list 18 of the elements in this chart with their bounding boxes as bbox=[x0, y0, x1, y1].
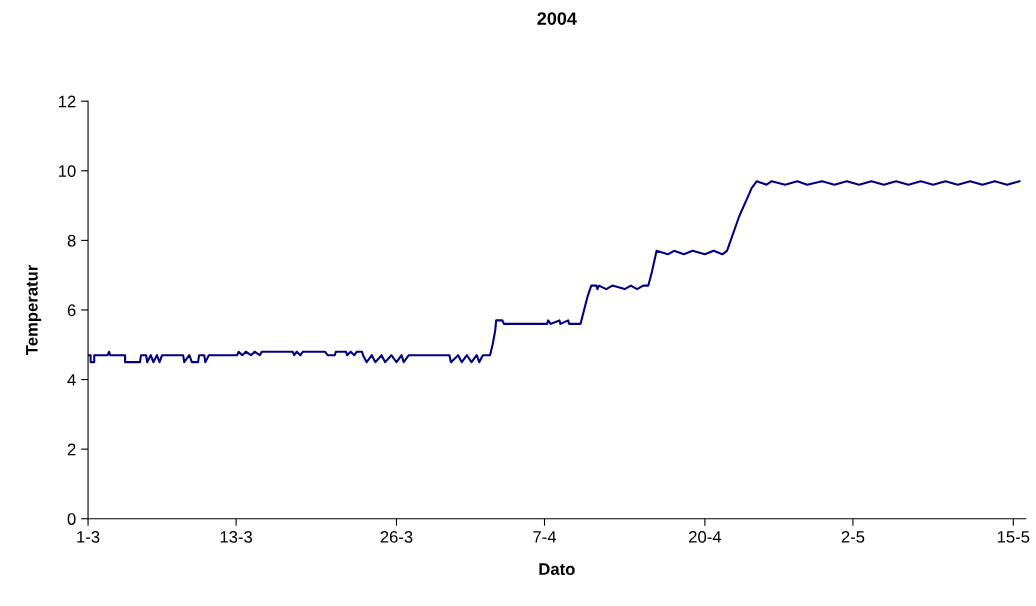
x-tick-label: 26-3 bbox=[380, 530, 413, 543]
y-tick-label: 6 bbox=[67, 304, 76, 317]
x-tick-label: 7-4 bbox=[533, 531, 557, 543]
x-tick-label: 2-5 bbox=[841, 530, 865, 543]
chart-title: 2004 bbox=[537, 12, 577, 25]
x-axis-title: Dato bbox=[539, 563, 575, 575]
y-tick-label: 4 bbox=[67, 374, 76, 386]
y-axis-title: Temperatur bbox=[26, 264, 42, 356]
line-series bbox=[88, 180, 1021, 364]
x-tick-label: 1-3 bbox=[77, 530, 100, 543]
y-tick-label: 12 bbox=[58, 95, 76, 108]
y-tick-label: 0 bbox=[67, 513, 76, 525]
x-tick-label: 15-5 bbox=[997, 531, 1030, 543]
x-tick-label: 13-3 bbox=[220, 530, 253, 543]
y-tick-label: 10 bbox=[58, 165, 76, 177]
y-tick-label: 2 bbox=[67, 443, 76, 456]
x-tick-label: 20-4 bbox=[689, 530, 722, 543]
y-tick-label: 8 bbox=[67, 234, 76, 247]
